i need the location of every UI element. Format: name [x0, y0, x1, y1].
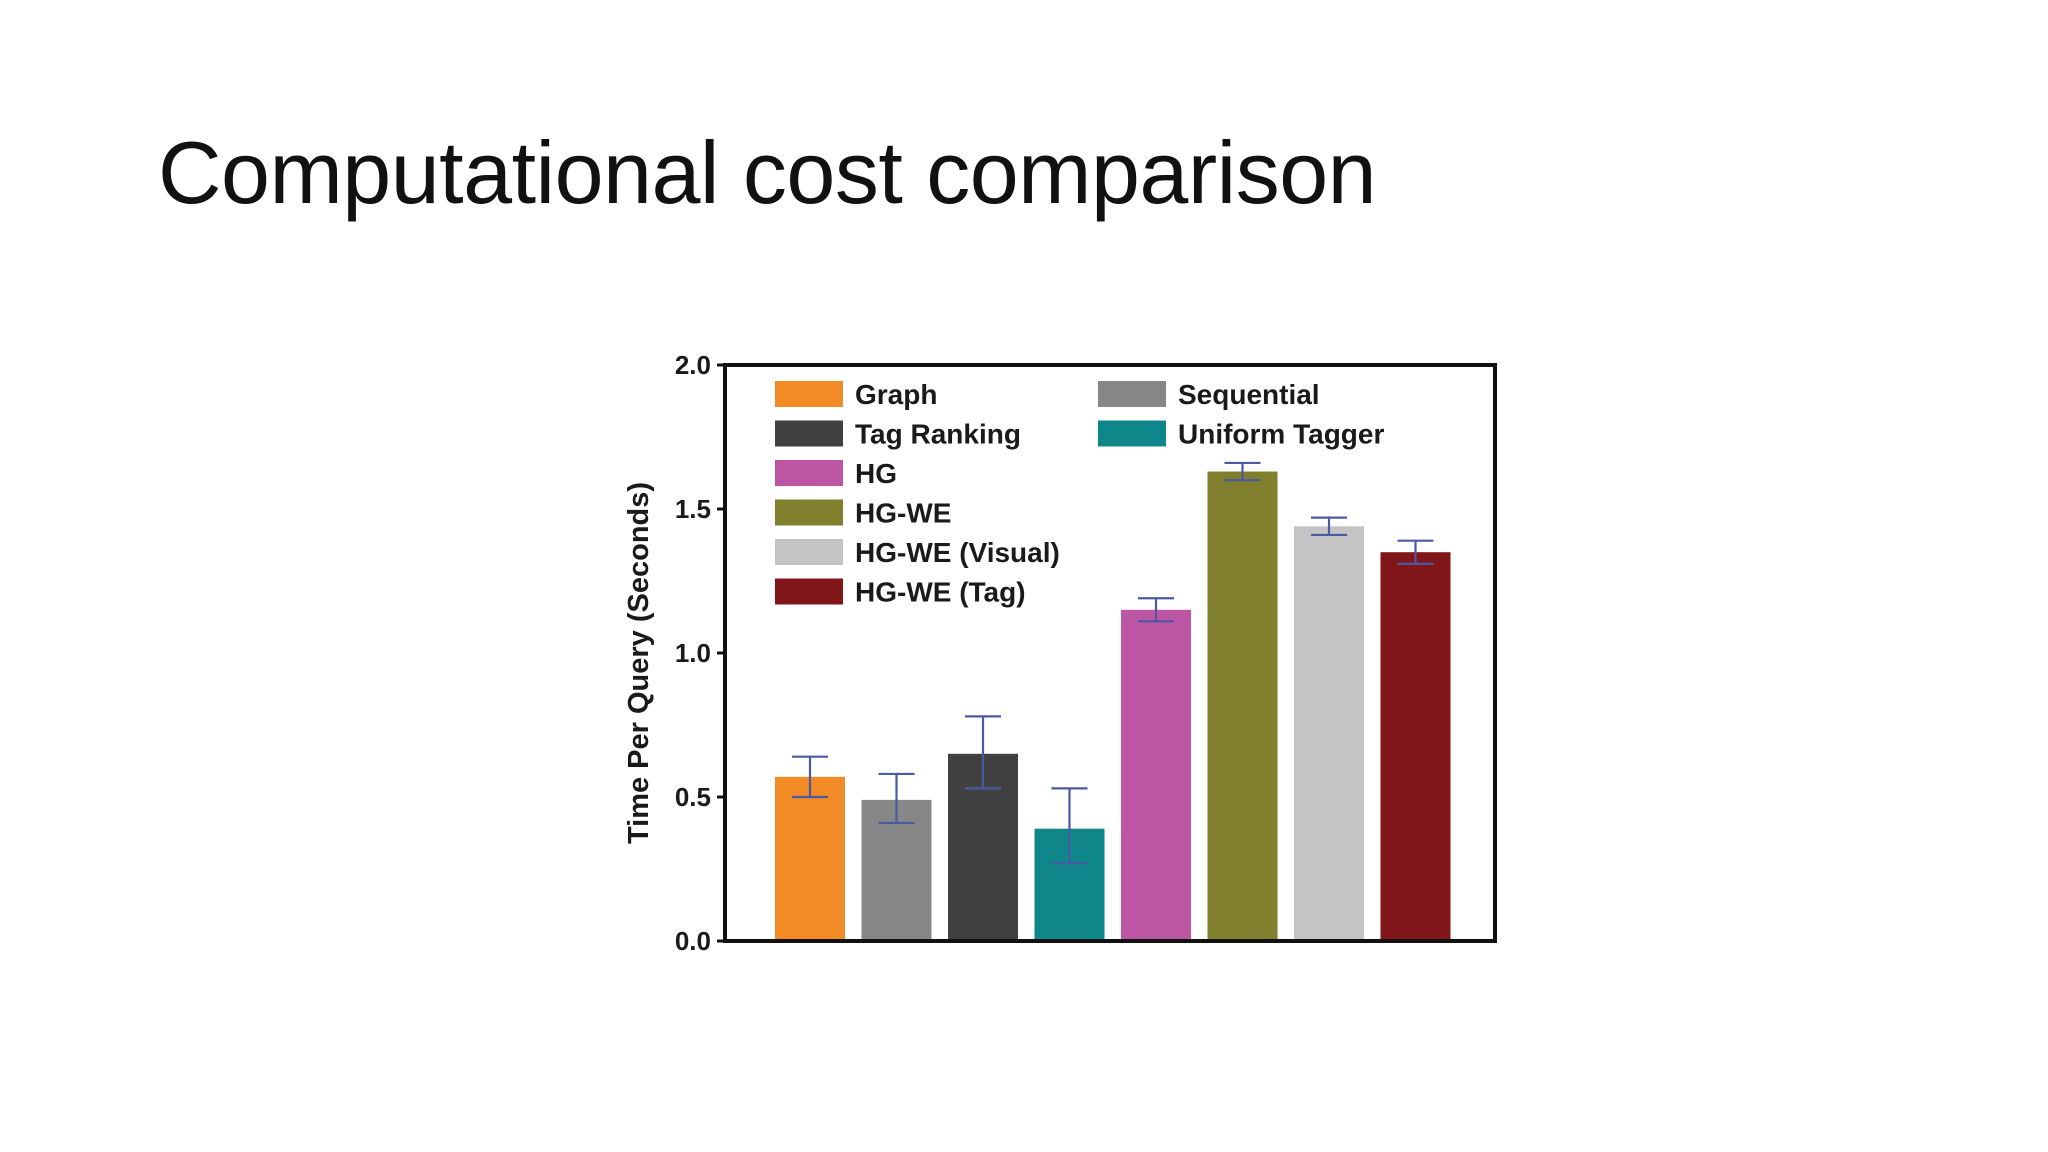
y-tick-label-3: 1.5 — [675, 494, 711, 524]
legend-label-6: HG-WE (Visual) — [855, 537, 1060, 568]
slide-title: Computational cost comparison — [158, 123, 1377, 222]
y-tick-label-2: 1.0 — [675, 638, 711, 668]
y-tick-label-1: 0.5 — [675, 782, 711, 812]
bar-5 — [1207, 471, 1278, 941]
legend-swatch-4 — [775, 460, 843, 486]
y-tick-label-4: 2.0 — [675, 350, 711, 380]
bar-chart: 0.0 0.5 1.0 1.5 2.0 Time Per Query (Seconds) G… — [623, 350, 1497, 956]
y-axis-label: Time Per Query (Seconds) — [623, 482, 655, 844]
legend-label-3: Uniform Tagger — [1178, 419, 1384, 450]
y-tick-label-0: 0.0 — [675, 926, 711, 956]
legend-label-2: Tag Ranking — [855, 419, 1021, 450]
legend-swatch-5 — [775, 499, 843, 526]
legend-swatch-1 — [1098, 381, 1166, 407]
legend-swatch-3 — [1098, 420, 1166, 447]
legend-label-0: Graph — [855, 379, 937, 410]
legend-swatch-0 — [775, 381, 843, 407]
legend-swatch-2 — [775, 420, 843, 447]
legend-swatch-6 — [775, 539, 843, 565]
legend-swatch-7 — [775, 578, 843, 605]
legend-label-5: HG-WE — [855, 498, 951, 529]
legend-label-1: Sequential — [1178, 379, 1320, 410]
bar-6 — [1294, 526, 1364, 941]
bar-0 — [775, 776, 845, 941]
bar-7 — [1380, 552, 1451, 941]
legend-label-7: HG-WE (Tag) — [855, 577, 1026, 608]
bar-4 — [1121, 609, 1191, 941]
legend-label-4: HG — [855, 458, 897, 489]
